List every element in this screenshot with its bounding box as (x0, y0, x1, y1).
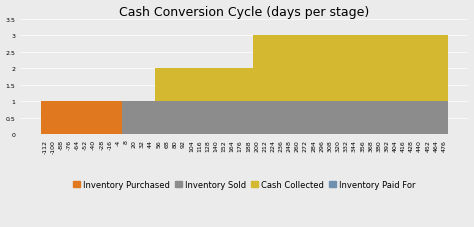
Bar (358, 36, 366, 102)
Bar (366, 102, 375, 135)
Bar (424, 36, 432, 102)
Bar (261, 102, 269, 135)
Bar (122, 102, 130, 135)
Bar (407, 102, 416, 135)
Bar (90, 102, 98, 135)
Bar (440, 36, 448, 102)
Bar (342, 102, 350, 135)
Bar (358, 102, 366, 135)
Bar (432, 102, 440, 135)
Bar (399, 36, 407, 102)
Bar (163, 102, 171, 135)
Bar (171, 102, 179, 135)
Bar (350, 36, 358, 102)
Bar (179, 102, 187, 135)
Bar (416, 102, 424, 135)
Bar (130, 102, 138, 135)
Bar (310, 36, 318, 102)
Bar (416, 36, 424, 102)
Bar (277, 102, 285, 135)
Bar (269, 36, 277, 102)
Bar (195, 102, 204, 135)
Bar (98, 102, 106, 135)
Bar (391, 102, 399, 135)
Bar (277, 36, 285, 102)
Bar (212, 69, 220, 102)
Bar (82, 102, 90, 135)
Bar (261, 36, 269, 102)
Bar (334, 36, 342, 102)
Bar (318, 102, 326, 135)
Bar (326, 102, 334, 135)
Bar (407, 36, 416, 102)
Bar (391, 36, 399, 102)
Bar (114, 102, 122, 135)
Bar (285, 36, 293, 102)
Bar (432, 36, 440, 102)
Bar (204, 69, 212, 102)
Bar (253, 36, 261, 102)
Bar (375, 102, 383, 135)
Bar (187, 102, 195, 135)
Bar (375, 36, 383, 102)
Bar (228, 69, 236, 102)
Bar (204, 102, 212, 135)
Bar (212, 102, 220, 135)
Bar (293, 102, 301, 135)
Bar (245, 69, 253, 102)
Bar (236, 102, 245, 135)
Bar (285, 102, 293, 135)
Bar (326, 36, 334, 102)
Bar (179, 69, 187, 102)
Bar (342, 36, 350, 102)
Bar (440, 102, 448, 135)
Bar (253, 102, 261, 135)
Bar (49, 102, 57, 135)
Bar (155, 69, 163, 102)
Title: Cash Conversion Cycle (days per stage): Cash Conversion Cycle (days per stage) (119, 5, 370, 18)
Legend: Inventory Purchased, Inventory Sold, Cash Collected, Inventory Paid For: Inventory Purchased, Inventory Sold, Cas… (72, 178, 417, 190)
Bar (73, 102, 82, 135)
Bar (163, 69, 171, 102)
Bar (195, 69, 204, 102)
Bar (269, 102, 277, 135)
Bar (57, 102, 65, 135)
Bar (424, 102, 432, 135)
Bar (318, 36, 326, 102)
Bar (310, 102, 318, 135)
Bar (187, 69, 195, 102)
Bar (41, 102, 49, 135)
Bar (220, 102, 228, 135)
Bar (350, 102, 358, 135)
Bar (383, 102, 391, 135)
Bar (220, 69, 228, 102)
Bar (155, 102, 163, 135)
Bar (146, 102, 155, 135)
Bar (383, 36, 391, 102)
Bar (65, 102, 73, 135)
Bar (236, 69, 245, 102)
Bar (138, 102, 146, 135)
Bar (301, 36, 310, 102)
Bar (301, 102, 310, 135)
Bar (366, 36, 375, 102)
Bar (245, 102, 253, 135)
Bar (106, 102, 114, 135)
Bar (293, 36, 301, 102)
Bar (399, 102, 407, 135)
Bar (334, 102, 342, 135)
Bar (228, 102, 236, 135)
Bar (171, 69, 179, 102)
